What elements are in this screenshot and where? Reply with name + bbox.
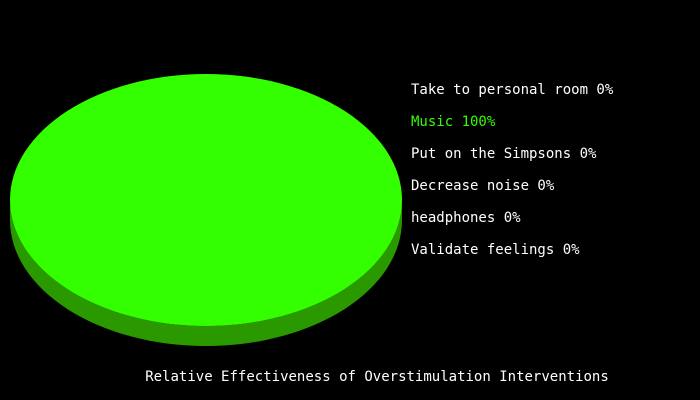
pie-slice-music [10,74,402,326]
chart-title: Relative Effectiveness of Overstimulatio… [145,369,609,385]
legend-item-headphones: headphones 0% [411,210,521,226]
legend-item-put-on-the-simpsons: Put on the Simpsons 0% [411,146,597,162]
legend-item-take-to-personal-room: Take to personal room 0% [411,82,614,98]
pie-group [10,74,402,346]
legend-item-validate-feelings: Validate feelings 0% [411,242,580,258]
legend-item-music: Music 100% [411,114,496,130]
legend: Take to personal room 0% Music 100% Put on… [411,82,614,258]
legend-item-decrease-noise: Decrease noise 0% [411,178,555,194]
pie-slice-music-side [10,200,402,346]
